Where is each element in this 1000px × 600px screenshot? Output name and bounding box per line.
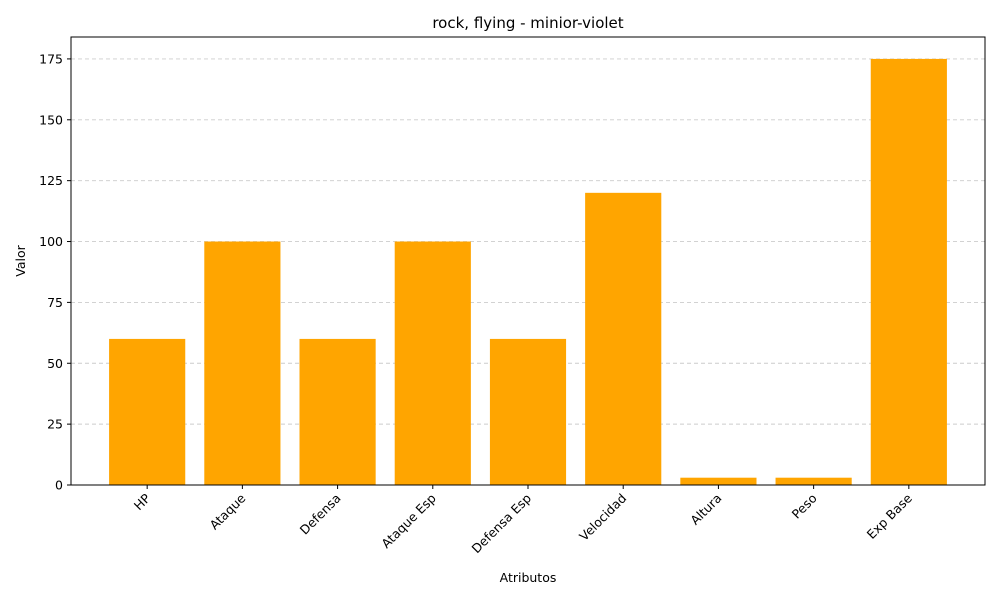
x-tick-label: Defensa xyxy=(297,491,344,538)
chart-title: rock, flying - minior-violet xyxy=(432,14,623,32)
x-tick-label: Exp Base xyxy=(864,490,916,542)
bar-exp-base xyxy=(870,58,947,485)
bar-defensa-esp xyxy=(489,338,567,485)
y-tick-label: 75 xyxy=(47,295,63,310)
bar-velocidad xyxy=(585,192,662,485)
x-tick-label: Defensa Esp xyxy=(468,490,534,556)
bar-ataque-esp xyxy=(394,241,471,485)
bar-hp xyxy=(109,338,186,485)
y-tick-label: 25 xyxy=(47,417,63,432)
plot-frame xyxy=(70,36,986,486)
y-tick-label: 125 xyxy=(39,173,63,188)
y-tick-label: 100 xyxy=(39,234,63,249)
y-tick-label: 175 xyxy=(39,51,63,66)
bar-defensa xyxy=(299,338,376,485)
x-tick-label: Peso xyxy=(789,491,820,522)
x-tick-label: Altura xyxy=(687,491,724,528)
x-tick-label: Ataque Esp xyxy=(378,490,439,551)
x-tick-label: Ataque xyxy=(206,490,248,532)
x-axis-label: Atributos xyxy=(500,570,557,585)
y-tick-label: 0 xyxy=(55,478,63,493)
bars xyxy=(109,58,947,485)
bar-altura xyxy=(680,477,757,485)
bar-ataque xyxy=(204,241,281,485)
bar-peso xyxy=(775,477,852,485)
x-tick-label: Velocidad xyxy=(576,491,629,544)
y-tick-label: 50 xyxy=(47,356,63,371)
y-axis-label: Valor xyxy=(13,244,28,276)
y-tick-label: 150 xyxy=(39,112,63,127)
x-tick-label: HP xyxy=(131,490,154,513)
